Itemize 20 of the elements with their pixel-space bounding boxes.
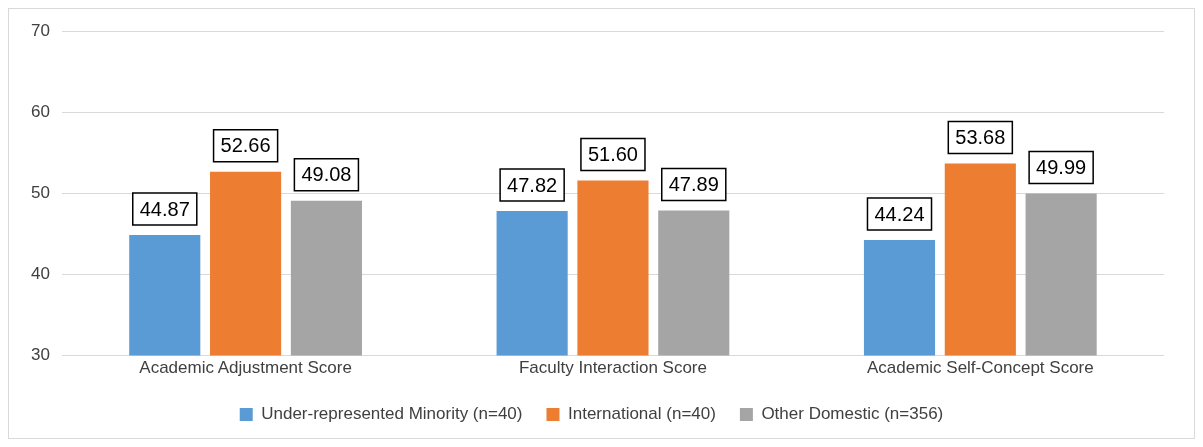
data-label: 51.60 (587, 142, 638, 165)
y-tick-label: 30 (30, 345, 50, 365)
legend-label: International (n=40) (567, 404, 716, 424)
y-tick-label: 60 (30, 101, 50, 121)
data-label: 53.68 (955, 126, 1006, 149)
data-label: 44.24 (874, 202, 925, 225)
data-label: 49.99 (1036, 156, 1087, 178)
data-label: 49.08 (301, 163, 352, 186)
legend-label: Under-represented Minority (n=40) (261, 404, 523, 424)
y-tick-label: 70 (30, 20, 50, 40)
x-tick-label: Faculty Interaction Score (518, 358, 707, 378)
y-tick-label: 50 (30, 183, 50, 203)
data-label: 52.66 (220, 134, 271, 157)
data-label: 47.89 (668, 173, 719, 196)
data-label: 47.82 (507, 173, 558, 196)
x-tick-label: Academic Adjustment Score (139, 358, 352, 378)
data-label: 44.87 (139, 197, 190, 220)
x-tick-label: Academic Self-Concept Score (866, 358, 1094, 378)
y-tick-label: 40 (30, 264, 50, 284)
legend-label: Other Domestic (n=356) (761, 404, 944, 424)
